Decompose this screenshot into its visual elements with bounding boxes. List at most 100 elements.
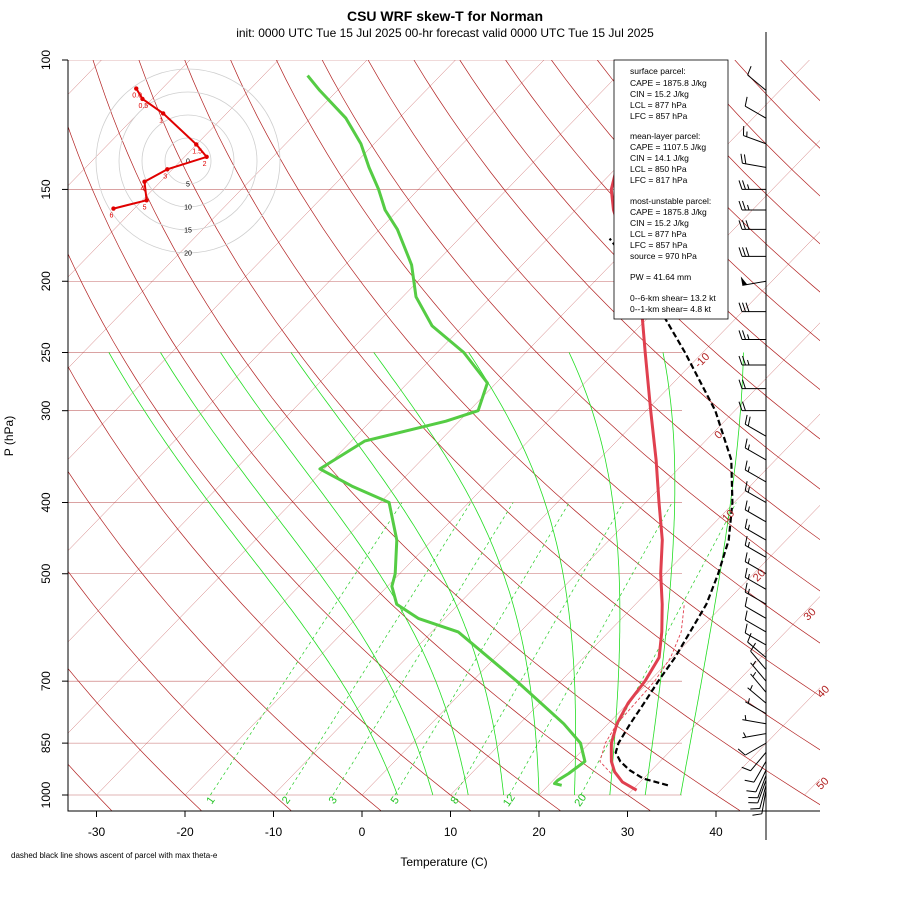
x-tick-label: 30 [621,825,635,839]
mixing-ratio-label: 8 [449,795,462,807]
mixing-ratio-line [210,502,403,796]
wind-barb [742,714,767,725]
dry-adiabat-line [68,763,112,811]
dry-adiabat-line [321,60,820,592]
parcel-ascent-profile [608,237,734,787]
isotherm-line [68,60,368,369]
wind-barb [752,790,767,816]
wind-barb [738,401,766,412]
hodograph-ring-label: 20 [184,251,192,258]
wind-barb [747,65,767,91]
hodograph-point-label: 6 [109,213,113,220]
isotherm-line [68,60,456,460]
dry-adiabat-line [68,570,292,811]
wind-barb [738,379,766,390]
isotherm-line [184,140,820,796]
mixing-ratio-label: 20 [572,792,589,809]
wind-barb [744,698,767,715]
x-tick-label: 40 [709,825,723,839]
wind-barb [738,330,766,340]
mixing-ratio-line [394,502,570,796]
wind-barb [738,180,766,190]
wind-barb [738,247,766,257]
dry-adiabat-line [68,253,561,811]
x-axis-label: Temperature (C) [400,855,487,869]
y-tick-label: 250 [39,342,53,362]
shear-0-6km: 0--6-km shear= 13.2 kt [630,293,716,303]
wind-barb [744,500,767,523]
wind-barb [744,535,767,558]
isotherm-line [68,60,722,734]
hodograph-point [194,142,199,147]
y-axis-label: P (hPa) [2,416,16,456]
hodograph-point [134,86,139,91]
y-tick-label: 150 [39,179,53,199]
wind-barb [747,633,767,658]
isotherm-line [450,413,820,796]
ml-cape: CAPE = 1107.5 J/kg [630,142,706,152]
dry-adiabat-line [367,60,820,541]
axes: -30 -20 -10 0 10 20 30 401001502002503004005007… [39,50,820,839]
isotherm-label: 10 [720,508,737,525]
mu-source: source = 970 hPa [630,251,697,261]
isotherm-label: -10 [693,351,713,371]
shear-0-1km: 0--1-km shear= 4.8 kt [630,304,712,314]
wind-barb [744,518,767,541]
dry-adiabat-line [68,470,382,811]
dry-adiabat-line [230,60,820,697]
mixing-ratio-label: 2 [280,795,293,807]
mixing-ratio-line [332,502,514,796]
isotherm-line [538,504,820,796]
hodograph-ring [164,137,212,185]
x-tick-label: -10 [265,825,283,839]
dry-adiabat-line [459,60,820,440]
isobar-lines [68,60,682,796]
x-tick-label: -20 [176,825,194,839]
hodograph-ring-label: 15 [184,228,192,235]
isotherm-label: 50 [814,775,831,792]
isotherm-line [893,60,900,795]
wind-barb [748,780,767,804]
y-tick-label: 100 [39,50,53,70]
hodograph-point-label: 0.0 [132,93,142,100]
y-tick-label: 700 [39,671,53,691]
y-tick-label: 200 [39,271,53,291]
hodograph-point-label: 3 [163,173,167,180]
hodograph-point [160,111,166,116]
x-tick-label: 10 [444,825,458,839]
x-tick-label: -30 [88,825,106,839]
dry-adiabat-line [688,60,820,197]
hodograph-ring [141,114,235,208]
surface-parcel-header: surface parcel: [630,66,686,76]
isotherm-line [68,60,633,643]
moist-adiabat-line [468,352,576,796]
wind-barbs [737,65,767,816]
y-tick-label: 400 [39,492,53,512]
mixing-ratio-line [454,502,624,796]
hodograph-point-label: 4 [141,186,145,193]
wind-barb [737,742,767,756]
y-tick-label: 300 [39,400,53,420]
mixing-ratio-label: 5 [389,795,402,807]
surface-cin: CIN = 15.2 J/kg [630,89,689,99]
isotherm-label: 30 [802,606,819,623]
moist-adiabat-line [108,352,398,796]
dry-adiabat-line [92,60,740,811]
parameter-box-frame [613,59,729,320]
isotherm-line [273,231,820,796]
surface-cape: CAPE = 1875.8 J/kg [630,78,707,88]
dry-adiabat-line [827,60,900,811]
isotherm-line [627,596,820,796]
ml-lcl: LCL = 850 hPa [630,164,687,174]
wind-barb [744,552,767,575]
mixing-ratio-line [508,502,673,796]
wind-barb [746,769,767,793]
wind-barb [744,596,767,619]
moist-adiabat-line [220,352,469,796]
wind-barb [744,761,767,783]
moist-adiabat-line [160,352,434,796]
moist-adiabat-line [568,352,621,796]
wind-barb [738,355,766,366]
